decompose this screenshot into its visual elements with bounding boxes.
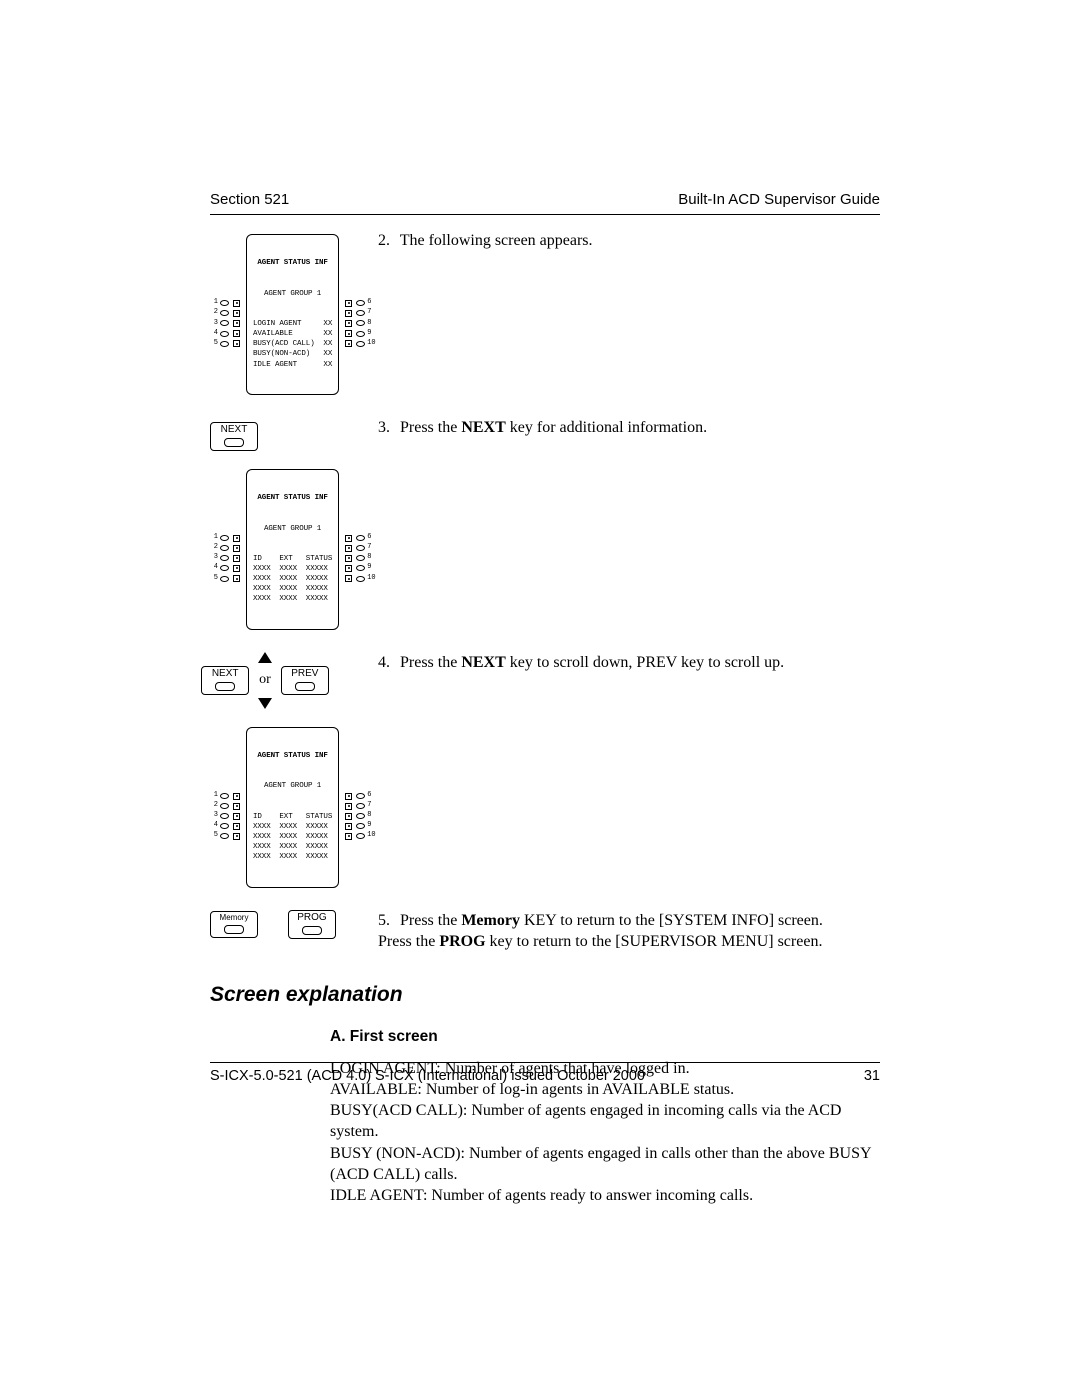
step-text: The following screen appears. <box>400 232 593 249</box>
up-arrow-icon <box>258 652 272 663</box>
next-key[interactable]: NEXT <box>210 422 258 451</box>
page-footer: S-ICX-5.0-521 (ACD 4.0) S-ICX (Internati… <box>210 1062 880 1087</box>
subsection-heading: A. First screen <box>330 1027 880 1048</box>
step-number: 3. <box>378 417 396 439</box>
footer-page-no: 31 <box>850 1067 880 1087</box>
lcd-title: AGENT STATUS INF <box>253 258 332 268</box>
memory-key[interactable]: Memory <box>210 911 258 938</box>
header-section: Section 521 <box>210 190 289 210</box>
prev-key[interactable]: PREV <box>281 666 329 695</box>
footer-doc-id: S-ICX-5.0-521 (ACD 4.0) <box>210 1067 375 1087</box>
step-number: 2. <box>378 230 396 252</box>
step-number: 5. <box>378 910 396 932</box>
lcd-screen-2: 12345 AGENT STATUS INF AGENT GROUP 1 ID … <box>210 469 378 630</box>
down-arrow-icon <box>258 698 272 709</box>
lcd-subtitle: AGENT GROUP 1 <box>253 289 332 299</box>
footer-issue: S-ICX (International) issued October 200… <box>375 1067 850 1087</box>
section-heading: Screen explanation <box>210 981 880 1009</box>
page-header: Section 521 Built-In ACD Supervisor Guid… <box>210 190 880 215</box>
lcd-screen-1: 12345 AGENT STATUS INF AGENT GROUP 1 LOG… <box>210 234 378 395</box>
lcd-screen-3: 12345 AGENT STATUS INF AGENT GROUP 1 ID … <box>210 727 378 888</box>
header-title: Built-In ACD Supervisor Guide <box>678 190 880 210</box>
step-number: 4. <box>378 652 396 674</box>
next-key[interactable]: NEXT <box>201 666 249 695</box>
prog-key[interactable]: PROG <box>288 910 336 939</box>
